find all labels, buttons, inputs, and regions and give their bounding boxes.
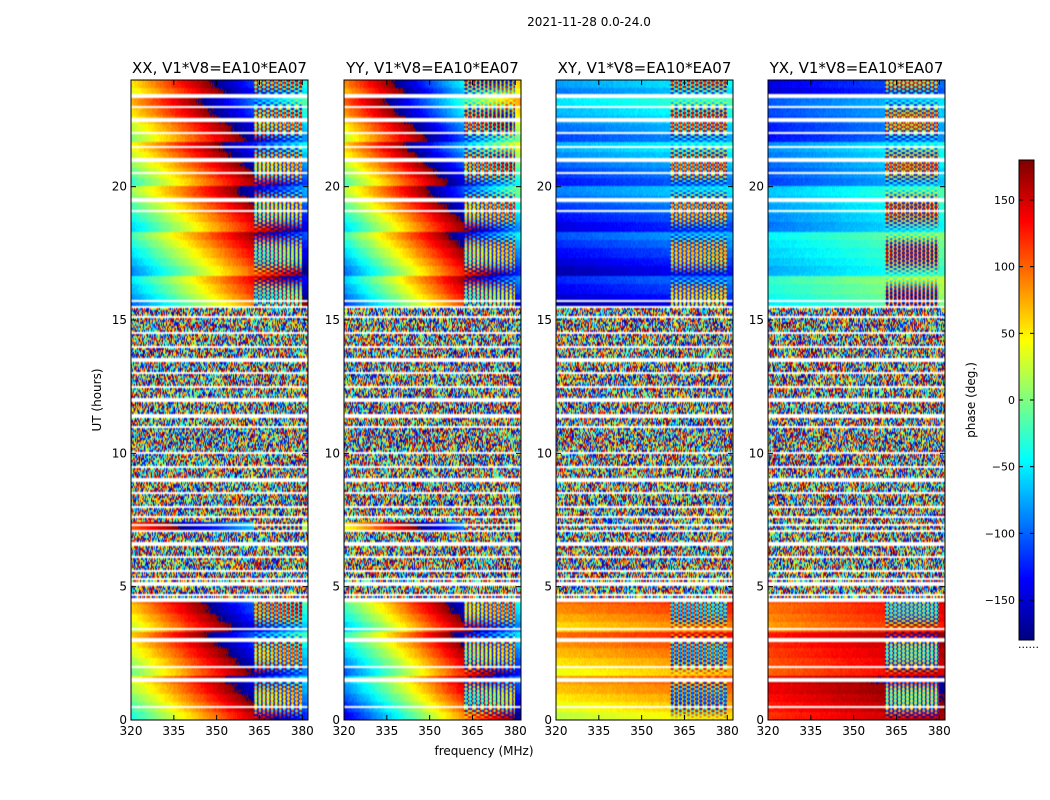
panel-frame xyxy=(130,79,309,721)
chart-suptitle: 2021-11-28 0.0-24.0 xyxy=(527,15,651,29)
panel-title: XX, V1*V8=EA10*EA07 xyxy=(132,59,307,77)
x-tick-label: 335 xyxy=(799,724,822,738)
x-tick-label: 380 xyxy=(504,724,527,738)
y-tick-label: 0 xyxy=(756,713,764,727)
y-tick-label: 0 xyxy=(332,713,340,727)
panel-title: XY, V1*V8=EA10*EA07 xyxy=(558,59,732,77)
colorbar-tick-label: 0 xyxy=(1008,394,1015,407)
y-tick-label: 5 xyxy=(119,580,127,594)
heatmap-yx xyxy=(768,80,945,720)
colorbar-tick-label: −150 xyxy=(985,594,1015,607)
x-tick-label: 335 xyxy=(587,724,610,738)
panel-frame xyxy=(767,79,946,721)
colorbar-gradient xyxy=(1019,160,1034,640)
y-tick-label: 15 xyxy=(112,313,127,327)
x-axis-label: frequency (MHz) xyxy=(434,744,533,758)
y-tick-label: 20 xyxy=(537,180,552,194)
heatmap-xx xyxy=(131,80,308,720)
y-axis-label: UT (hours) xyxy=(90,368,104,431)
y-tick-label: 15 xyxy=(749,313,764,327)
y-tick-label: 10 xyxy=(112,446,127,460)
y-tick-label: 15 xyxy=(537,313,552,327)
x-tick-label: 350 xyxy=(205,724,228,738)
panel-yy: YY, V1*V8=EA10*EA07 320 335 350 365 380 0 5 10 15… xyxy=(325,59,527,738)
y-tick-label: 10 xyxy=(325,446,340,460)
heatmap-xy xyxy=(556,80,733,720)
x-tick-label: 380 xyxy=(716,724,739,738)
x-tick-label: 365 xyxy=(461,724,484,738)
colorbar-tick-label: 50 xyxy=(1001,327,1015,340)
panel-frame xyxy=(343,79,522,721)
y-tick-label: 0 xyxy=(119,713,127,727)
y-tick-label: 0 xyxy=(544,713,552,727)
x-tick-label: 380 xyxy=(928,724,951,738)
x-tick-label: 320 xyxy=(120,724,143,738)
y-tick-label: 15 xyxy=(325,313,340,327)
y-tick-label: 5 xyxy=(756,580,764,594)
panel-yx: YX, V1*V8=EA10*EA07 320 335 350 365 380 0 5 10 15… xyxy=(749,59,951,738)
x-tick-label: 365 xyxy=(885,724,908,738)
y-tick-label: 20 xyxy=(325,180,340,194)
panel-xy: XY, V1*V8=EA10*EA07 320 335 350 365 380 0 5 10 15… xyxy=(537,59,739,738)
x-tick-label: 320 xyxy=(757,724,780,738)
y-tick-label: 10 xyxy=(537,446,552,460)
y-tick-label: 5 xyxy=(332,580,340,594)
colorbar: 150 100 50 0 −50 −100 −150 xyxy=(985,159,1035,641)
x-tick-label: 335 xyxy=(375,724,398,738)
y-tick-label: 10 xyxy=(749,446,764,460)
x-tick-label: 350 xyxy=(842,724,865,738)
colorbar-tick-label: −100 xyxy=(985,527,1015,540)
y-tick-label: 20 xyxy=(112,180,127,194)
x-tick-label: 350 xyxy=(630,724,653,738)
y-tick-label: 5 xyxy=(544,580,552,594)
colorbar-label: phase (deg.) xyxy=(964,362,978,438)
x-tick-label: 350 xyxy=(418,724,441,738)
colorbar-offset-label: ...... xyxy=(1018,638,1039,651)
colorbar-tick-label: 100 xyxy=(994,261,1015,274)
x-tick-label: 335 xyxy=(162,724,185,738)
x-tick-label: 320 xyxy=(333,724,356,738)
panel-title: YY, V1*V8=EA10*EA07 xyxy=(345,59,519,77)
panel-title: YX, V1*V8=EA10*EA07 xyxy=(769,59,944,77)
x-tick-label: 365 xyxy=(673,724,696,738)
colorbar-tick-label: −50 xyxy=(992,461,1015,474)
panels-group: XX, V1*V8=EA10*EA07 320 335 350 365 380 0 5 10 15… xyxy=(112,59,951,738)
x-tick-label: 320 xyxy=(545,724,568,738)
heatmap-yy xyxy=(344,80,521,720)
colorbar-tick-label: 150 xyxy=(994,194,1015,207)
x-tick-label: 365 xyxy=(248,724,271,738)
panel-frame xyxy=(555,79,734,721)
x-tick-label: 380 xyxy=(291,724,314,738)
panel-xx: XX, V1*V8=EA10*EA07 320 335 350 365 380 0 5 10 15… xyxy=(112,59,314,738)
y-tick-label: 20 xyxy=(749,180,764,194)
